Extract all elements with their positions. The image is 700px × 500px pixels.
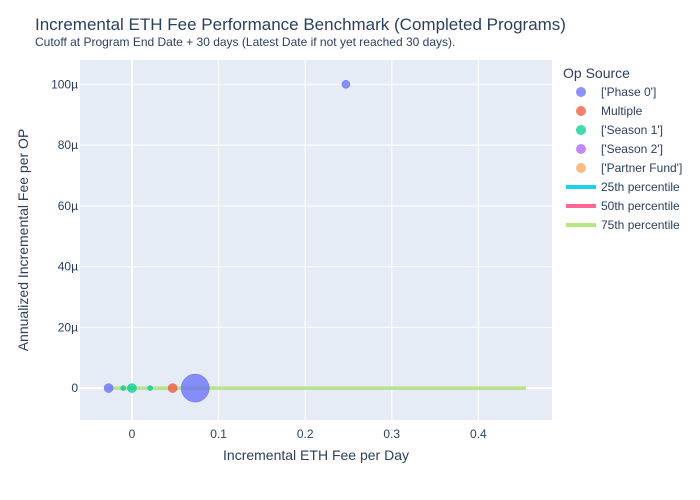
x-tick-label: 0	[129, 427, 136, 441]
legend-item-line-1[interactable]: 25th percentile	[566, 180, 680, 194]
point-series-1[interactable]	[341, 80, 351, 89]
legend-marker	[576, 125, 586, 135]
chart-title: Incremental ETH Fee Performance Benchmar…	[35, 15, 566, 34]
legend-item-line-2[interactable]: 50th percentile	[566, 199, 680, 213]
y-tick-label: 20µ	[58, 320, 78, 334]
legend-label: 25th percentile	[601, 180, 680, 194]
legend-item-series-1[interactable]: ['Phase 0']	[576, 85, 656, 99]
x-axis-title: Incremental ETH Fee per Day	[223, 447, 409, 463]
legend-marker	[576, 106, 586, 116]
legend-marker	[576, 144, 586, 154]
point-series-3[interactable]	[147, 385, 153, 391]
legend-label: ['Season 1']	[601, 123, 663, 137]
x-tick-label: 0.3	[383, 427, 400, 441]
x-tick-label: 0.1	[210, 427, 227, 441]
point-series-3[interactable]	[120, 385, 127, 391]
point-series-1[interactable]	[103, 383, 114, 393]
point-series-1[interactable]	[180, 373, 210, 403]
x-tick-labels: 0 0.1 0.2 0.3 0.4	[129, 427, 487, 441]
legend-marker	[576, 87, 586, 97]
x-tick-label: 0.2	[297, 427, 314, 441]
legend-item-series-5[interactable]: ['Partner Fund']	[576, 161, 682, 175]
legend[interactable]: Op Source ['Phase 0'] Multiple ['Season 1'…	[563, 65, 682, 232]
data-points	[103, 80, 351, 403]
point-series-2[interactable]	[167, 383, 178, 393]
y-tick-label: 100µ	[51, 77, 78, 91]
y-tick-label: 80µ	[58, 138, 78, 152]
legend-label: 50th percentile	[601, 199, 680, 213]
legend-label: ['Partner Fund']	[601, 161, 682, 175]
x-tick-label: 0.4	[470, 427, 487, 441]
legend-marker	[576, 163, 586, 173]
legend-label: Multiple	[601, 104, 643, 118]
legend-item-line-3[interactable]: 75th percentile	[566, 218, 680, 232]
chart-subtitle: Cutoff at Program End Date + 30 days (La…	[35, 35, 455, 49]
legend-title: Op Source	[563, 65, 630, 81]
y-tick-label: 0	[71, 381, 78, 395]
legend-label: 75th percentile	[601, 218, 680, 232]
plot-area	[80, 60, 552, 420]
legend-item-series-4[interactable]: ['Season 2']	[576, 142, 663, 156]
y-tick-labels: 0 20µ 40µ 60µ 80µ 100µ	[51, 77, 78, 395]
legend-label: ['Phase 0']	[601, 85, 656, 99]
legend-item-series-2[interactable]: Multiple	[576, 104, 643, 118]
y-tick-label: 40µ	[58, 260, 78, 274]
y-tick-label: 60µ	[58, 199, 78, 213]
point-series-3[interactable]	[127, 383, 137, 393]
legend-item-series-3[interactable]: ['Season 1']	[576, 123, 663, 137]
legend-label: ['Season 2']	[601, 142, 663, 156]
y-axis-title: Annualized Incremental Fee per OP	[15, 129, 31, 352]
